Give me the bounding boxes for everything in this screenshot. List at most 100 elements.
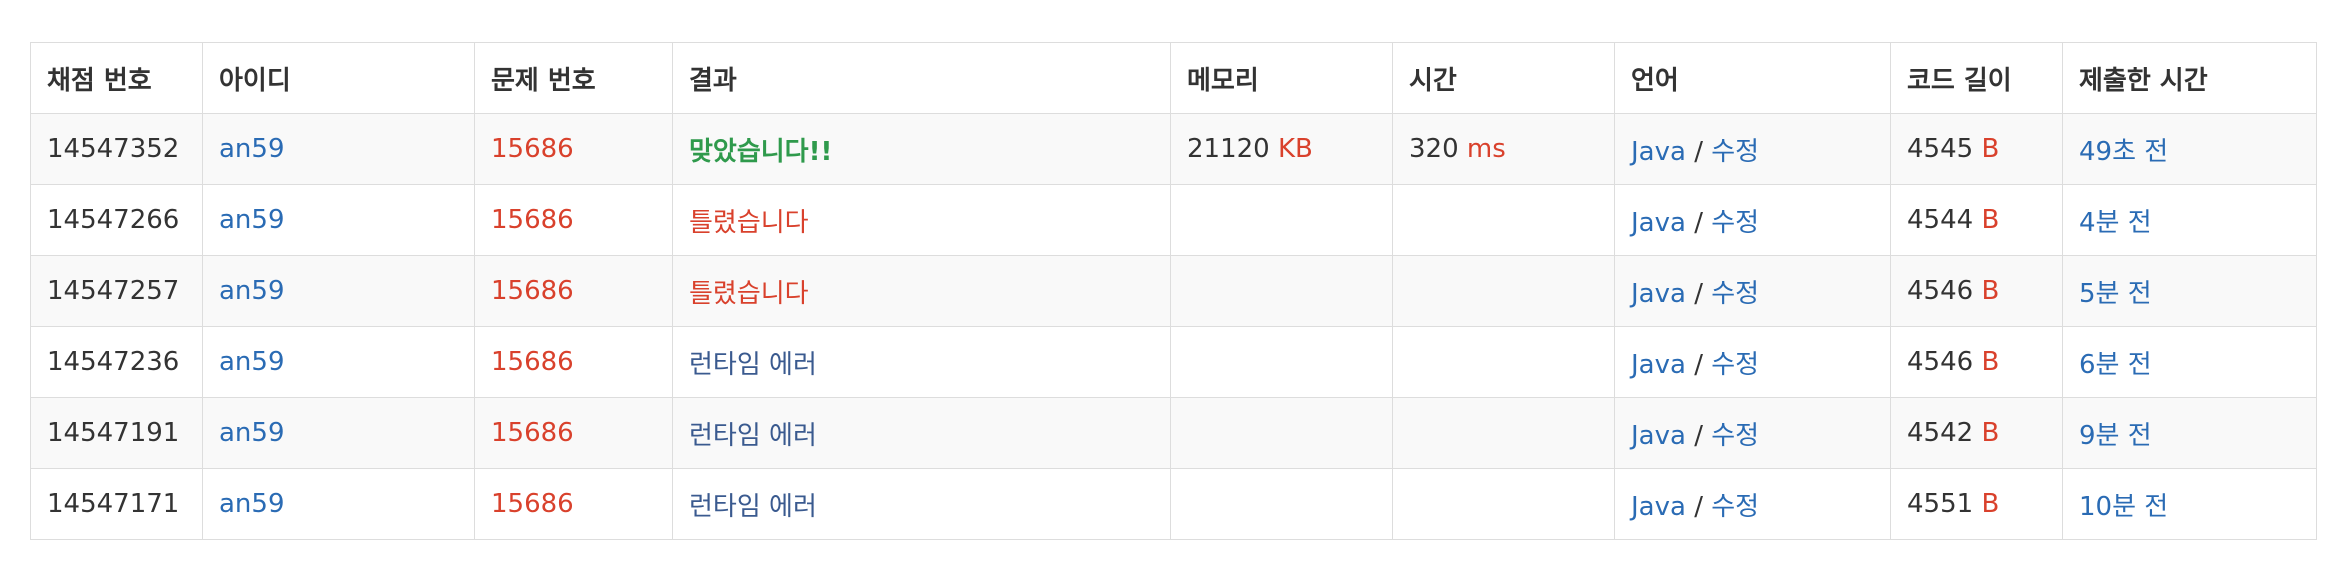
- table-row: 14547171 an59 15686 런타임 에러 Java / 수정 4551 B 10…: [30, 468, 2317, 540]
- cell-time: 320 ms: [1392, 113, 1615, 185]
- submission-id: 14547257: [47, 276, 180, 306]
- language-link[interactable]: Java: [1631, 420, 1686, 451]
- edit-link[interactable]: 수정: [1711, 349, 1760, 380]
- code-length-unit: B: [1981, 347, 2000, 377]
- language-separator: /: [1694, 136, 1703, 167]
- cell-submitted-at: 6분 전: [2062, 326, 2317, 398]
- cell-submission-id: 14547191: [30, 397, 203, 469]
- language-link[interactable]: Java: [1631, 349, 1686, 380]
- language-separator: /: [1694, 349, 1703, 380]
- cell-language: Java / 수정: [1614, 255, 1891, 327]
- code-length-unit: B: [1981, 205, 2000, 235]
- result-text: 런타임 에러: [689, 349, 817, 380]
- code-length-unit: B: [1981, 489, 2000, 519]
- code-length-value: 4551: [1907, 489, 1974, 519]
- cell-result: 틀렸습니다: [672, 184, 1171, 256]
- header-problem-id: 문제 번호: [474, 42, 673, 114]
- problem-id-link[interactable]: 15686: [491, 276, 574, 306]
- cell-problem-id: 15686: [474, 397, 673, 469]
- submitted-at-link[interactable]: 6분 전: [2079, 349, 2152, 380]
- language-link[interactable]: Java: [1631, 136, 1686, 167]
- cell-language: Java / 수정: [1614, 113, 1891, 185]
- header-user-id: 아이디: [202, 42, 475, 114]
- language-link[interactable]: Java: [1631, 491, 1686, 522]
- submitted-at-link[interactable]: 10분 전: [2079, 491, 2169, 522]
- cell-language: Java / 수정: [1614, 184, 1891, 256]
- edit-link[interactable]: 수정: [1711, 420, 1760, 451]
- cell-language: Java / 수정: [1614, 397, 1891, 469]
- submitted-at-link[interactable]: 4분 전: [2079, 207, 2152, 238]
- cell-code-length: 4546 B: [1890, 326, 2063, 398]
- submitted-at-link[interactable]: 5분 전: [2079, 278, 2152, 309]
- table-row: 14547257 an59 15686 틀렸습니다 Java / 수정 4546 B 5분 …: [30, 255, 2317, 327]
- language-link[interactable]: Java: [1631, 278, 1686, 309]
- code-length-unit: B: [1981, 134, 2000, 164]
- header-memory: 메모리: [1170, 42, 1393, 114]
- submission-id: 14547236: [47, 347, 180, 377]
- cell-problem-id: 15686: [474, 255, 673, 327]
- edit-link[interactable]: 수정: [1711, 207, 1760, 238]
- cell-submission-id: 14547266: [30, 184, 203, 256]
- language-separator: /: [1694, 278, 1703, 309]
- cell-memory: [1170, 326, 1393, 398]
- user-id-link[interactable]: an59: [219, 205, 285, 235]
- cell-problem-id: 15686: [474, 113, 673, 185]
- cell-time: [1392, 184, 1615, 256]
- submitted-at-link[interactable]: 9분 전: [2079, 420, 2152, 451]
- user-id-link[interactable]: an59: [219, 276, 285, 306]
- submission-id: 14547352: [47, 134, 180, 164]
- problem-id-link[interactable]: 15686: [491, 347, 574, 377]
- table-row: 14547352 an59 15686 맞았습니다!! 21120 KB 320 ms Ja…: [30, 113, 2317, 185]
- problem-id-link[interactable]: 15686: [491, 489, 574, 519]
- header-time: 시간: [1392, 42, 1615, 114]
- cell-submission-id: 14547171: [30, 468, 203, 540]
- problem-id-link[interactable]: 15686: [491, 418, 574, 448]
- edit-link[interactable]: 수정: [1711, 491, 1760, 522]
- cell-code-length: 4545 B: [1890, 113, 2063, 185]
- problem-id-link[interactable]: 15686: [491, 134, 574, 164]
- cell-memory: [1170, 397, 1393, 469]
- header-language: 언어: [1614, 42, 1891, 114]
- table-header-row: 채점 번호 아이디 문제 번호 결과 메모리 시간 언어 코드 길이 제출한 시…: [30, 42, 2317, 114]
- submission-id: 14547266: [47, 205, 180, 235]
- code-length-unit: B: [1981, 276, 2000, 306]
- cell-time: [1392, 255, 1615, 327]
- cell-user-id: an59: [202, 326, 475, 398]
- header-submitted-at: 제출한 시간: [2062, 42, 2317, 114]
- cell-user-id: an59: [202, 255, 475, 327]
- result-text: 런타임 에러: [689, 491, 817, 522]
- cell-time: [1392, 468, 1615, 540]
- header-result: 결과: [672, 42, 1171, 114]
- result-text: 틀렸습니다: [689, 207, 809, 238]
- edit-link[interactable]: 수정: [1711, 278, 1760, 309]
- problem-id-link[interactable]: 15686: [491, 205, 574, 235]
- submitted-at-link[interactable]: 49초 전: [2079, 136, 2169, 167]
- table-row: 14547191 an59 15686 런타임 에러 Java / 수정 4542 B 9분…: [30, 397, 2317, 469]
- language-link[interactable]: Java: [1631, 207, 1686, 238]
- edit-link[interactable]: 수정: [1711, 136, 1760, 167]
- language-separator: /: [1694, 420, 1703, 451]
- submission-id: 14547171: [47, 489, 180, 519]
- time-value: 320: [1409, 134, 1459, 164]
- user-id-link[interactable]: an59: [219, 347, 285, 377]
- cell-user-id: an59: [202, 113, 475, 185]
- cell-user-id: an59: [202, 468, 475, 540]
- cell-code-length: 4551 B: [1890, 468, 2063, 540]
- status-table-container: 채점 번호 아이디 문제 번호 결과 메모리 시간 언어 코드 길이 제출한 시…: [30, 42, 2317, 540]
- user-id-link[interactable]: an59: [219, 134, 285, 164]
- memory-unit: KB: [1277, 134, 1313, 164]
- cell-result: 맞았습니다!!: [672, 113, 1171, 185]
- cell-submitted-at: 9분 전: [2062, 397, 2317, 469]
- memory-value: 21120: [1187, 134, 1270, 164]
- cell-submitted-at: 4분 전: [2062, 184, 2317, 256]
- cell-time: [1392, 326, 1615, 398]
- cell-result: 런타임 에러: [672, 468, 1171, 540]
- cell-user-id: an59: [202, 184, 475, 256]
- user-id-link[interactable]: an59: [219, 418, 285, 448]
- cell-problem-id: 15686: [474, 468, 673, 540]
- user-id-link[interactable]: an59: [219, 489, 285, 519]
- cell-submission-id: 14547352: [30, 113, 203, 185]
- code-length-value: 4546: [1907, 276, 1974, 306]
- cell-result: 틀렸습니다: [672, 255, 1171, 327]
- cell-code-length: 4542 B: [1890, 397, 2063, 469]
